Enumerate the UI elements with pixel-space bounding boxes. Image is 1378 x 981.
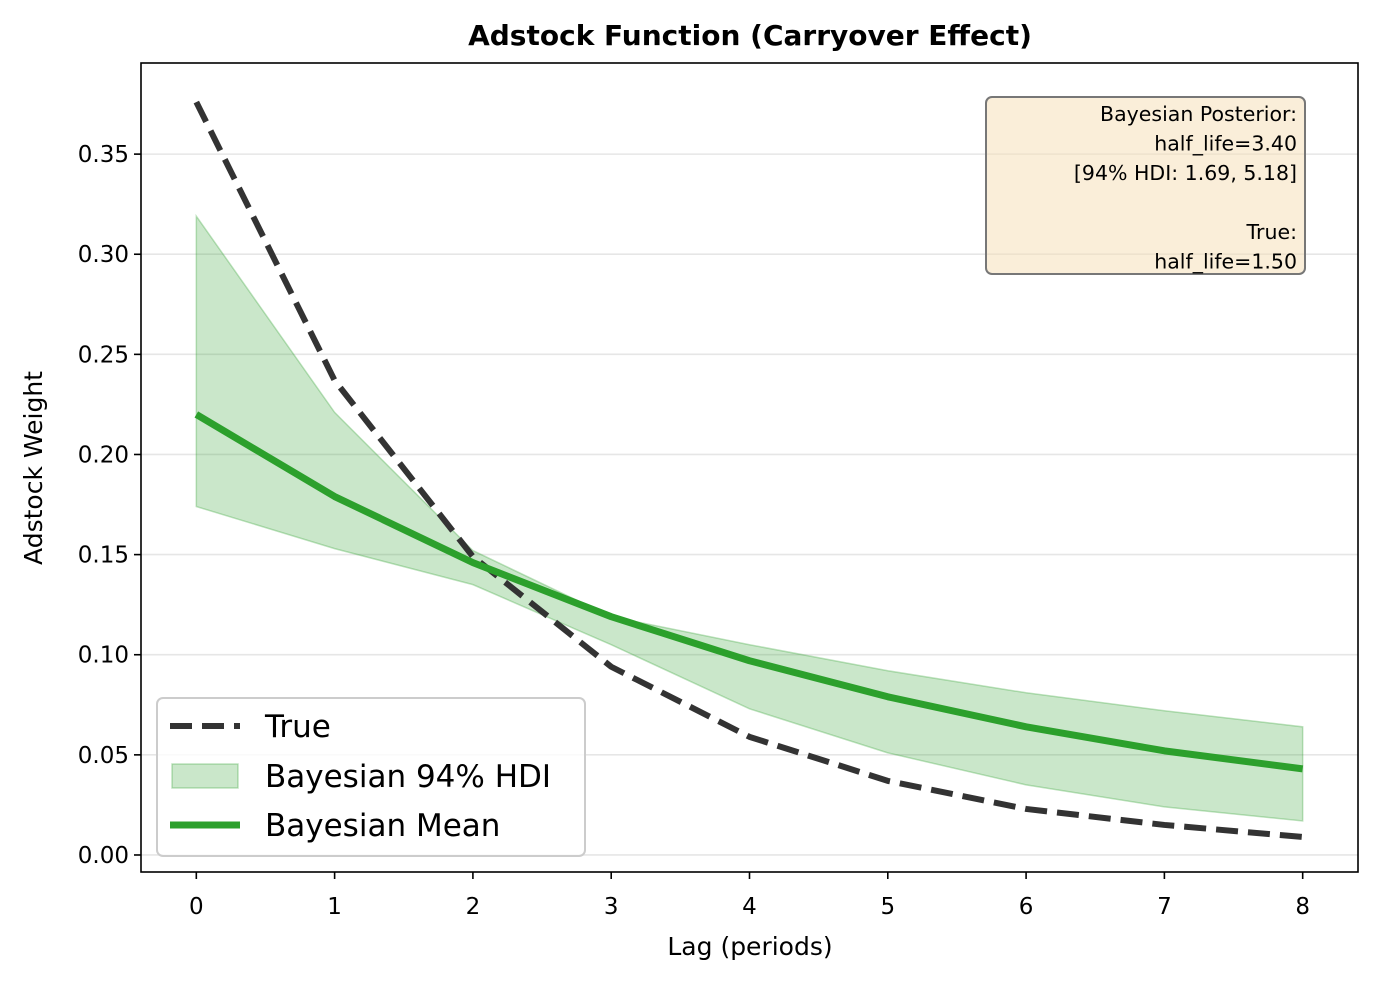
x-tick-label: 8 (1295, 894, 1310, 920)
series-line-true (193, 100, 1303, 840)
data-point-bayesian-mean (1025, 725, 1028, 728)
x-tick-label: 4 (742, 894, 757, 920)
y-tick-label: 0.25 (78, 342, 129, 368)
annotation-box (985, 96, 1306, 275)
y-tick-label: 0.00 (78, 843, 129, 869)
data-point-bayesian-mean (1163, 749, 1166, 752)
data-point-bayesian-mean (886, 695, 889, 698)
data-point-true (333, 379, 336, 382)
legend-label: Bayesian Mean (265, 808, 500, 844)
annotation-line: True: (1246, 220, 1297, 244)
y-axis-label: Adstock Weight (19, 371, 48, 565)
data-point-true (886, 779, 889, 782)
x-tick-label: 3 (604, 894, 619, 920)
legend-swatch-hdi (171, 763, 239, 789)
data-point-bayesian-mean (195, 413, 198, 416)
data-point-bayesian-mean (1301, 767, 1304, 770)
x-tick-label: 2 (466, 894, 481, 920)
series-lines-layer (193, 100, 1304, 840)
x-tick-label: 0 (189, 894, 204, 920)
data-point-true (1025, 807, 1028, 810)
data-point-true (195, 101, 198, 104)
data-point-true (748, 735, 751, 738)
legend-label: True (264, 709, 331, 745)
x-axis-label: Lag (periods) (667, 932, 832, 961)
y-axis-ticks: 0.00 0.05 0.10 0.15 0.20 0.25 0.30 0.35 (78, 142, 141, 869)
data-point-bayesian-mean (748, 659, 751, 662)
annotation-line: [94% HDI: 1.69, 5.18] (1074, 161, 1297, 185)
posterior-annotation-box: Bayesian Posterior: half_life=3.40 [94% HD… (985, 96, 1306, 275)
y-tick-label: 0.10 (78, 643, 129, 669)
chart-title: Adstock Function (Carryover Effect) (468, 19, 1032, 52)
data-point-bayesian-mean (333, 495, 336, 498)
y-tick-label: 0.20 (78, 442, 129, 468)
x-tick-label: 6 (1019, 894, 1034, 920)
x-tick-label: 1 (327, 894, 342, 920)
y-tick-label: 0.05 (78, 743, 129, 769)
data-point-true (610, 665, 613, 668)
data-point-true (1301, 835, 1304, 838)
data-point-true (1163, 823, 1166, 826)
y-tick-label: 0.15 (78, 543, 129, 569)
legend-label: Bayesian 94% HDI (265, 759, 551, 795)
x-tick-label: 5 (880, 894, 895, 920)
x-tick-label: 7 (1157, 894, 1172, 920)
annotation-line: half_life=3.40 (1154, 132, 1297, 157)
x-axis-ticks: 0 1 2 3 4 5 6 7 8 (189, 872, 1310, 920)
y-tick-label: 0.30 (78, 242, 129, 268)
data-point-true (471, 555, 474, 558)
series-line-bayesian-mean (194, 411, 1304, 773)
legend: True Bayesian 94% HDI Bayesian Mean (156, 697, 586, 857)
data-point-bayesian-mean (471, 561, 474, 564)
annotation-line: Bayesian Posterior: (1100, 102, 1297, 126)
y-tick-label: 0.35 (78, 142, 129, 168)
annotation-line: half_life=1.50 (1154, 250, 1297, 275)
legend-box (156, 697, 586, 857)
data-point-bayesian-mean (610, 615, 613, 618)
